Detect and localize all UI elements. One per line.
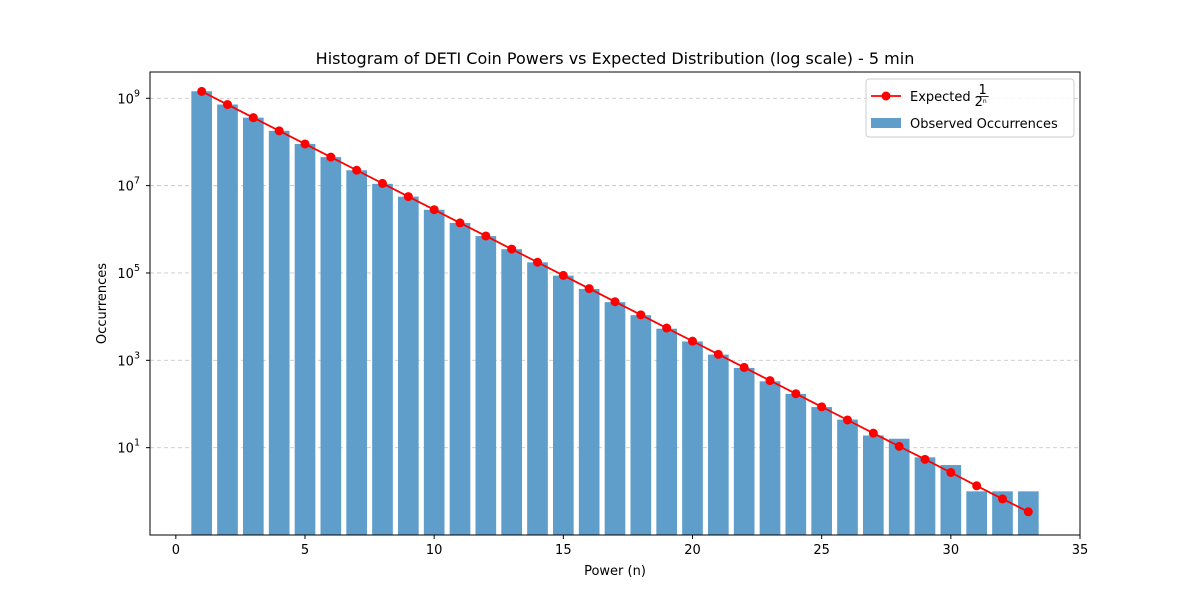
bar-observed: [346, 170, 367, 536]
bar-observed: [398, 196, 419, 536]
expected-point: [610, 297, 620, 307]
expected-line: [197, 86, 1033, 517]
expected-point: [429, 205, 439, 215]
legend-observed-label: Observed Occurrences: [910, 117, 1058, 132]
bar-observed: [888, 438, 910, 535]
bar-observed: [863, 435, 884, 535]
expected-point: [843, 415, 852, 425]
bar-observed: [578, 288, 600, 535]
x-tick-label: 30: [943, 543, 960, 558]
x-tick-label: 15: [555, 543, 572, 558]
bar-observed: [372, 183, 393, 535]
expected-point: [584, 284, 594, 294]
expected-point: [403, 192, 413, 202]
expected-point: [817, 402, 827, 412]
legend-expected-label: Expected: [910, 90, 971, 105]
expected-point: [713, 349, 723, 359]
y-axis-title: Occurrences: [95, 263, 110, 344]
bar-observed: [759, 381, 781, 535]
legend-box: [865, 78, 1075, 138]
expected-point: [765, 376, 775, 386]
bar-observed: [837, 419, 858, 535]
legend-expected-fraction: 12n: [975, 83, 989, 110]
y-tick-label: 107: [117, 176, 140, 195]
expected-point: [662, 323, 672, 333]
bar-observed: [527, 262, 548, 535]
expected-point: [378, 178, 387, 188]
expected-point: [1023, 507, 1033, 517]
expected-point: [352, 165, 362, 175]
bars: [191, 91, 1039, 536]
x-tick-label: 25: [813, 543, 830, 558]
x-axis-title: Power (n): [584, 564, 646, 579]
bar-observed: [733, 367, 755, 535]
expected-point: [223, 100, 232, 110]
bar-observed: [501, 249, 522, 536]
legend-observed-swatch: [871, 118, 901, 128]
bar-observed: [682, 341, 703, 535]
bar-observed: [811, 407, 832, 535]
x-tick-label: 0: [172, 543, 180, 558]
bar-observed: [191, 91, 212, 535]
expected-point: [455, 218, 465, 228]
bar-observed: [553, 275, 574, 535]
expected-point: [326, 152, 336, 162]
bar-observed: [630, 315, 652, 535]
bar-observed: [656, 328, 677, 535]
y-axis-ticks: 101 103 105 107 109: [117, 88, 150, 457]
expected-point: [197, 86, 207, 96]
x-tick-label: 10: [426, 543, 443, 558]
expected-point: [972, 481, 982, 491]
bar-observed: [243, 117, 264, 536]
bar-observed: [966, 491, 987, 535]
expected-point: [868, 428, 878, 438]
x-tick-label: 20: [684, 543, 701, 558]
fraction-denominator: 2n: [975, 95, 987, 110]
legend: Expected 12n Observed Occurrences: [865, 78, 1075, 138]
expected-point: [533, 257, 542, 267]
chart-title: Histogram of DETI Coin Powers vs Expecte…: [316, 49, 915, 68]
expected-point: [946, 467, 956, 477]
plot-frame: [149, 71, 1081, 536]
expected-point: [739, 362, 749, 372]
y-tick-label: 109: [117, 88, 140, 107]
expected-point: [558, 270, 568, 280]
bar-observed: [217, 104, 238, 535]
expected-point: [688, 336, 697, 346]
expected-point: [920, 454, 930, 464]
x-axis-ticks: 0 5 10 15 20 25 30 35: [172, 535, 1089, 558]
expected-point: [636, 310, 646, 320]
bar-observed: [294, 143, 316, 536]
bar-observed: [708, 354, 729, 535]
x-tick-label: 5: [301, 543, 309, 558]
expected-point: [248, 113, 258, 123]
y-tick-label: 105: [117, 263, 140, 282]
bar-observed: [423, 209, 445, 535]
expected-point: [998, 494, 1007, 504]
fraction-numerator: 1: [979, 83, 987, 98]
bar-observed: [449, 222, 471, 536]
expected-point: [791, 389, 801, 399]
expected-point: [481, 231, 491, 241]
expected-point: [274, 126, 284, 136]
expected-point: [894, 441, 904, 451]
expected-point: [507, 244, 517, 254]
bar-observed: [604, 302, 626, 535]
bar-observed: [268, 130, 290, 535]
y-tick-label: 103: [117, 350, 140, 369]
bar-observed: [320, 157, 342, 535]
x-tick-label: 35: [1072, 543, 1089, 558]
bar-observed: [475, 236, 497, 535]
bar-observed: [914, 457, 936, 535]
expected-point: [300, 139, 310, 149]
bar-observed: [940, 465, 962, 535]
y-tick-label: 101: [117, 438, 140, 457]
bar-observed: [785, 393, 807, 535]
legend-expected-swatch-marker: [881, 91, 891, 101]
